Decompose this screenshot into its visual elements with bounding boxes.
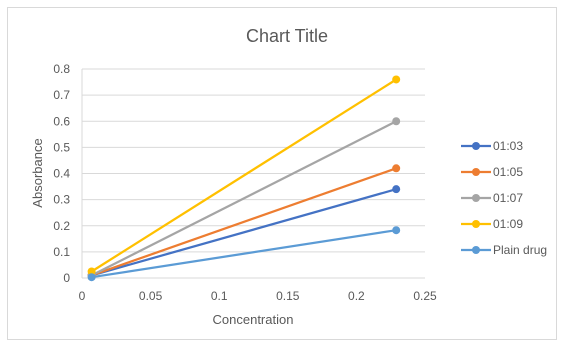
y-tick-label: 0.4 xyxy=(53,167,70,181)
legend-label-4: Plain drug xyxy=(493,243,547,257)
data-point-1-1 xyxy=(392,164,401,173)
x-tick-label: 0.2 xyxy=(348,289,365,303)
gridlines xyxy=(81,68,425,279)
y-tick-label: 0.1 xyxy=(53,245,70,259)
legend-marker-0 xyxy=(472,142,480,150)
y-tick-label: 0.3 xyxy=(53,193,70,207)
data-point-3-1 xyxy=(392,75,401,84)
legend-marker-3 xyxy=(472,220,480,228)
y-axis-label: Absorbance xyxy=(30,138,45,207)
series-group xyxy=(87,75,401,282)
y-tick-label: 0.7 xyxy=(53,88,70,102)
series-line-4 xyxy=(91,229,397,279)
y-axis-ticks: 0 0.1 0.2 0.3 0.4 0.5 0.6 0.7 0.8 xyxy=(53,62,70,285)
x-axis-ticks: 0 0.05 0.1 0.15 0.2 0.25 xyxy=(79,289,437,303)
legend: 01:03 01:05 01:07 01:09 Plain drug xyxy=(461,139,547,257)
data-point-3-0 xyxy=(87,267,96,276)
series-line-2 xyxy=(91,120,397,277)
legend-marker-2 xyxy=(472,194,480,202)
y-tick-label: 0.8 xyxy=(53,62,70,76)
x-tick-label: 0.05 xyxy=(139,289,163,303)
data-point-4-0 xyxy=(87,273,96,282)
y-tick-label: 0.5 xyxy=(53,140,70,154)
chart-title: Chart Title xyxy=(246,26,328,46)
legend-label-1: 01:05 xyxy=(493,165,523,179)
series-line-0 xyxy=(91,188,397,277)
series-line-1 xyxy=(91,167,397,277)
y-tick-label: 0.2 xyxy=(53,219,70,233)
y-tick-label: 0 xyxy=(63,271,70,285)
data-point-0-1 xyxy=(392,185,401,194)
x-tick-label: 0.25 xyxy=(413,289,437,303)
legend-label-0: 01:03 xyxy=(493,139,523,153)
legend-label-3: 01:09 xyxy=(493,217,523,231)
legend-marker-4 xyxy=(472,246,480,254)
data-point-4-1 xyxy=(392,226,401,235)
data-point-2-1 xyxy=(392,117,401,126)
x-tick-label: 0.1 xyxy=(211,289,228,303)
x-tick-label: 0 xyxy=(79,289,86,303)
x-axis-label: Concentration xyxy=(213,312,294,327)
series-line-3 xyxy=(91,78,397,273)
x-tick-label: 0.15 xyxy=(276,289,300,303)
legend-label-2: 01:07 xyxy=(493,191,523,205)
legend-marker-1 xyxy=(472,168,480,176)
y-tick-label: 0.6 xyxy=(53,114,70,128)
